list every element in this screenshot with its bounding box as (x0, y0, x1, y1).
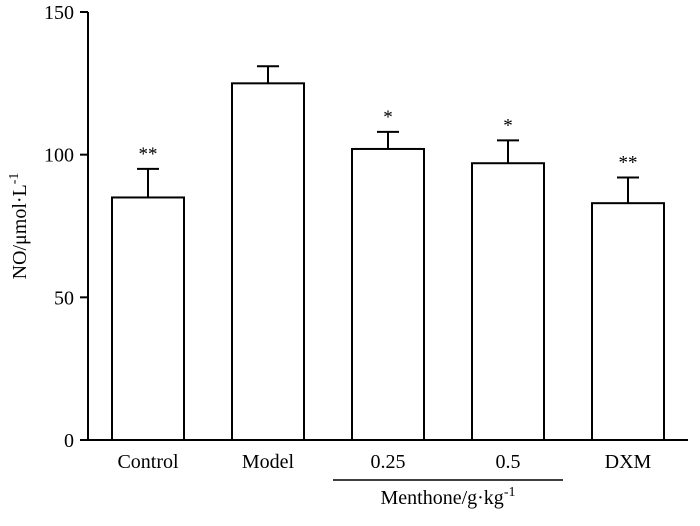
significance-annotation: * (503, 115, 513, 136)
significance-annotation: ** (619, 152, 638, 173)
y-tick-label: 50 (54, 287, 74, 309)
group-axis-label: Menthone/g·kg-1 (381, 485, 516, 509)
bar-DXM (591, 202, 665, 441)
bar-0.25 (351, 147, 425, 442)
category-label: DXM (605, 451, 652, 473)
category-label: Model (242, 451, 295, 473)
category-label: Control (117, 451, 179, 473)
y-tick-label: 100 (44, 145, 74, 167)
bar-0.5 (471, 162, 545, 442)
y-tick-label: 150 (44, 2, 74, 24)
category-label: 0.5 (496, 451, 521, 473)
y-axis-label: NO/μmol·L-1 (7, 173, 31, 280)
y-tick-label: 0 (64, 430, 74, 452)
category-label: 0.25 (371, 451, 406, 473)
bar-Model (231, 82, 305, 441)
bar-Control (111, 196, 185, 441)
significance-annotation: * (383, 107, 393, 128)
significance-annotation: ** (139, 144, 158, 165)
